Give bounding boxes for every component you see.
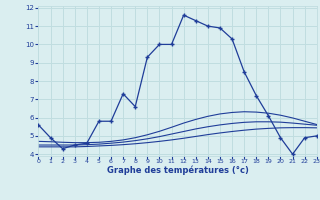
X-axis label: Graphe des températures (°c): Graphe des températures (°c) bbox=[107, 166, 249, 175]
